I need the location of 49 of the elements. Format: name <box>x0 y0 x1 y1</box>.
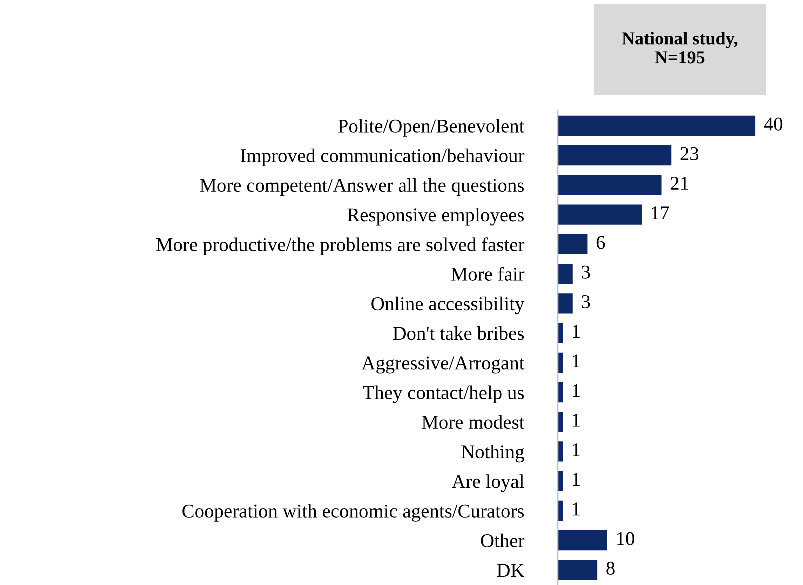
data-label: 10 <box>617 532 634 546</box>
bar <box>558 146 672 166</box>
bar <box>558 530 608 551</box>
data-label: 8 <box>606 562 615 576</box>
data-label: 3 <box>582 266 590 279</box>
data-label: 6 <box>596 236 606 250</box>
bar <box>558 116 756 136</box>
y-tick-label: More modest <box>422 415 525 430</box>
data-label: 1 <box>573 502 580 516</box>
bar <box>558 412 564 432</box>
data-label: 1 <box>573 325 580 338</box>
y-tick-label: Other <box>481 534 525 548</box>
bar <box>558 560 598 580</box>
data-label: 1 <box>573 444 580 456</box>
bar <box>558 500 564 522</box>
data-label: 1 <box>573 354 580 368</box>
bar <box>558 234 588 254</box>
data-label: 21 <box>670 176 688 190</box>
y-tick-label: Polite/Open/Benevolent <box>338 119 525 137</box>
chart-title: National study, N=195 <box>622 32 738 64</box>
data-label: 1 <box>573 414 580 427</box>
data-label: 17 <box>652 206 670 220</box>
y-tick-label: Aggressive/Arrogant <box>362 356 525 374</box>
y-tick-label: More productive/the problems are solved faster <box>156 238 525 256</box>
data-label: 3 <box>582 295 590 309</box>
bar <box>558 382 564 403</box>
bar <box>558 204 642 225</box>
bar <box>558 352 564 373</box>
y-tick-label: Improved communication/behaviour <box>240 148 525 166</box>
data-label: 1 <box>573 384 580 398</box>
y-tick-label: More fair <box>451 267 525 281</box>
y-tick-label: Cooperation with economic agents/Curators <box>182 504 524 522</box>
bar <box>558 294 573 314</box>
bar <box>558 323 564 344</box>
y-tick-label: Online accessibility <box>372 296 525 315</box>
data-label: 1 <box>573 473 580 486</box>
y-tick-label: DK <box>497 564 525 577</box>
bar <box>558 264 573 284</box>
y-tick-label: Nothing <box>462 444 524 463</box>
data-label: 40 <box>764 118 783 131</box>
y-tick-label: Are loyal <box>452 474 524 492</box>
y-tick-label: Responsive employees <box>348 208 524 226</box>
bar <box>558 442 564 462</box>
bar <box>558 175 662 196</box>
data-label: 23 <box>680 147 699 160</box>
y-tick-label: Don't take bribes <box>393 326 524 340</box>
y-tick-label: More competent/Answer all the questions <box>200 178 524 196</box>
bar <box>558 471 564 492</box>
y-tick-label: They contact/help us <box>363 386 524 404</box>
